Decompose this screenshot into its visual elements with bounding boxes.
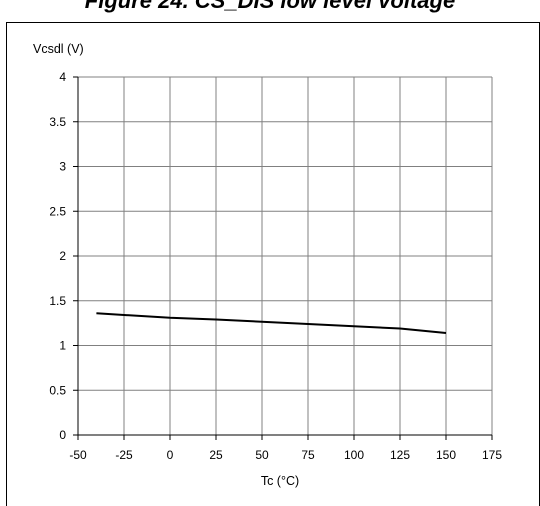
x-tick-label: 125 <box>390 448 410 462</box>
x-tick-label: 150 <box>436 448 456 462</box>
y-tick-label: 3 <box>59 160 66 174</box>
y-tick-label: 3.5 <box>49 115 66 129</box>
x-tick-label: 0 <box>167 448 174 462</box>
series-group <box>96 312 447 334</box>
x-tick-label: -25 <box>115 448 133 462</box>
figure-title: Figure 24. CS_DIS low level voltage <box>84 0 456 13</box>
y-tick-label: 0.5 <box>49 383 66 397</box>
x-axis-label: Tc (°C) <box>260 474 300 488</box>
y-tick-labels: 0 0.5 1 1.5 2 2.5 3 3.5 4 <box>49 70 78 442</box>
x-tick-label: 25 <box>209 448 223 462</box>
series-line <box>96 312 447 334</box>
horizontal-gridlines <box>78 76 492 391</box>
y-tick-label: 4 <box>59 70 66 84</box>
x-tick-labels: -50 -25 0 25 50 75 100 125 150 175 <box>69 435 502 462</box>
x-tick-label: -50 <box>69 448 87 462</box>
y-tick-label: 1.5 <box>49 294 66 308</box>
y-tick-label: 2 <box>59 249 66 263</box>
x-tick-label: 75 <box>301 448 315 462</box>
x-tick-label: 100 <box>344 448 364 462</box>
y-tick-label: 1 <box>59 339 66 353</box>
x-tick-label: 50 <box>255 448 269 462</box>
y-tick-label: 0 <box>59 428 66 442</box>
y-tick-label: 2.5 <box>49 204 66 218</box>
x-tick-label: 175 <box>482 448 502 462</box>
y-axis-label: Vcsdl (V) <box>33 42 84 56</box>
